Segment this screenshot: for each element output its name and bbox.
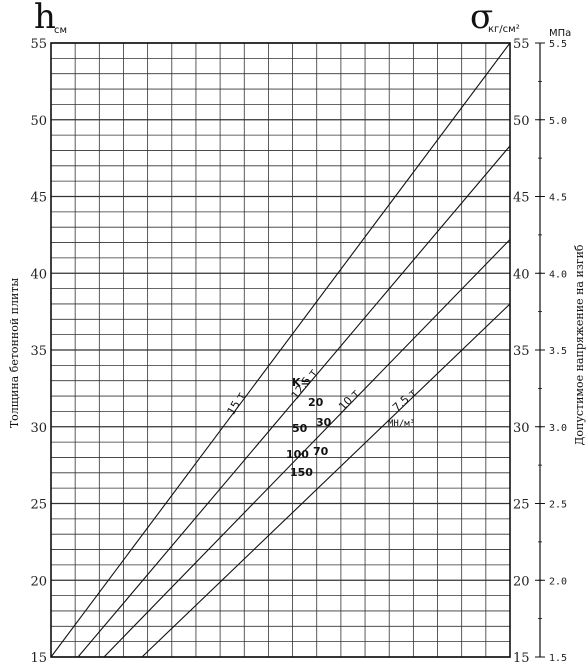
series-line — [103, 239, 511, 658]
mpa-tick-label: 1.5 — [549, 653, 567, 664]
k-value: 150 — [290, 466, 313, 479]
right-tick-label: 30 — [513, 421, 530, 436]
k-value: 70 — [313, 445, 329, 458]
k-value: 50 — [292, 422, 308, 435]
mpa-tick-label: 4.5 — [549, 193, 567, 204]
mpa-unit: МПа — [549, 28, 571, 39]
k-value: 100 — [286, 448, 309, 461]
series-label: 7.5 т — [390, 386, 419, 414]
right-tick-label: 25 — [513, 498, 530, 513]
sigma-symbol: σ — [470, 0, 493, 37]
left-tick-label: 15 — [30, 651, 47, 666]
mpa-tick-label: 2.0 — [549, 576, 567, 587]
mpa-tick-label: 5.5 — [549, 39, 567, 50]
plot-border — [50, 42, 511, 658]
right-tick-label: 55 — [513, 37, 530, 52]
series-labels: 15 т12.5 т 10 т 7.5 т — [225, 366, 420, 417]
right-tick-label: 40 — [513, 267, 530, 282]
right-tick-label: 35 — [513, 344, 530, 359]
left-tick-label: 35 — [30, 344, 47, 359]
right-tick-label: 45 — [513, 191, 530, 206]
series-line — [77, 145, 511, 658]
sigma-unit: кг/см² — [488, 24, 520, 35]
left-tick-label: 40 — [30, 267, 47, 282]
k-labels: K= 20 30 50 70 100 150 МН/м³ — [286, 376, 415, 479]
right-axis-title: Допустимое напряжение на изгиб — [573, 244, 586, 445]
left-tick-label: 30 — [30, 421, 47, 436]
left-tick-label: 20 — [30, 574, 47, 589]
k-value: 20 — [308, 396, 324, 409]
mpa-tick-label: 3.5 — [549, 346, 567, 357]
h-symbol: h — [34, 0, 56, 37]
left-tick-label: 25 — [30, 498, 47, 513]
left-tick-label: 50 — [30, 114, 47, 129]
k-value: 30 — [316, 416, 332, 429]
k-title: K= — [292, 376, 310, 389]
series-label: 10 т — [336, 386, 362, 413]
mpa-tick-label: 5.0 — [549, 116, 567, 127]
mpa-tick-labels: 1.5 2.0 2.5 3.0 3.5 4.0 4.5 5.0 5.5 — [535, 39, 567, 664]
mpa-tick-label: 4.0 — [549, 269, 567, 280]
left-tick-labels: 15 20 25 30 35 40 45 50 55 — [30, 37, 47, 666]
mpa-tick-label: 3.0 — [549, 423, 567, 434]
series-line — [141, 303, 511, 658]
right-tick-label: 50 — [513, 114, 530, 129]
right-tick-label: 15 — [513, 651, 530, 666]
series-line — [50, 42, 511, 658]
k-unit: МН/м³ — [388, 419, 415, 429]
right-tick-labels: 15 20 25 30 35 40 45 50 55 — [513, 37, 530, 666]
series-lines — [50, 42, 511, 658]
h-unit: см — [54, 25, 67, 36]
mpa-tick-label: 2.5 — [549, 500, 567, 511]
left-tick-label: 55 — [30, 37, 47, 52]
left-axis-title: Толщина бетонной плиты — [8, 278, 21, 429]
left-tick-label: 45 — [30, 191, 47, 206]
right-tick-label: 20 — [513, 574, 530, 589]
